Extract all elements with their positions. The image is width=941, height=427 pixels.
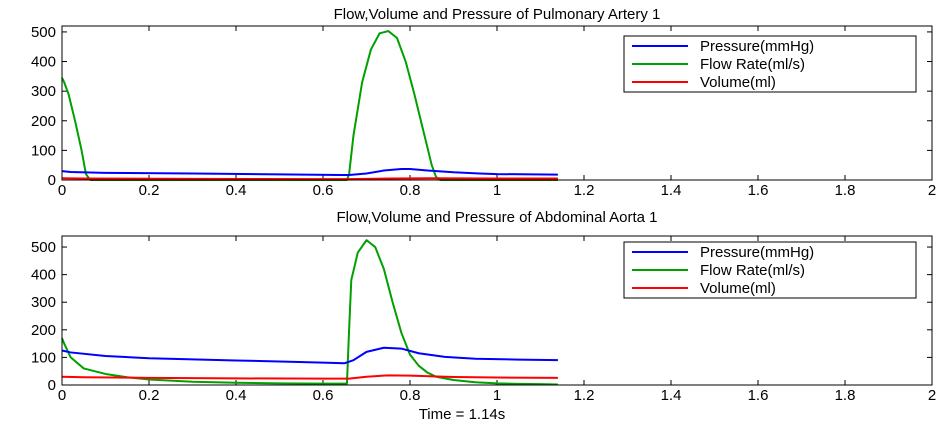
- legend-label-flow-rate: Flow Rate(ml/s): [700, 262, 805, 279]
- x-tick-label: 0.4: [226, 182, 247, 199]
- x-tick-label: 1.4: [661, 182, 682, 199]
- series-line-volume: [61, 374, 558, 380]
- x-tick-label: 1.4: [661, 387, 682, 404]
- x-tick-label: 0.6: [313, 182, 334, 199]
- x-tick-label: 0.6: [313, 387, 334, 404]
- chart-abdominal-aorta: Flow,Volume and Pressure of Abdominal Ao…: [31, 209, 936, 423]
- x-tick-label: 1.8: [835, 387, 856, 404]
- legend-label-pressure: Pressure(mmHg): [700, 38, 814, 55]
- y-tick-label: 500: [31, 24, 56, 41]
- legend: Pressure(mmHg) Flow Rate(ml/s) Volume(ml…: [623, 35, 917, 93]
- series-layer: [61, 30, 558, 181]
- y-tick-label: 300: [31, 83, 56, 100]
- legend: Pressure(mmHg) Flow Rate(ml/s) Volume(ml…: [623, 241, 917, 299]
- y-tick-label: 200: [31, 322, 56, 339]
- series-line-flow-rate: [61, 30, 558, 181]
- series-line-pressure: [61, 168, 558, 176]
- y-tick-label: 400: [31, 267, 56, 284]
- axis-ticks: 0 0.2 0.4 0.6 0.8 1 1.2 1.4 1.6 1.8 2 0 100 200 300 400…: [31, 236, 936, 404]
- x-tick-label: 0: [58, 387, 66, 404]
- series-line-volume: [61, 177, 558, 181]
- axes-box: [61, 25, 933, 181]
- legend-label-volume: Volume(ml): [700, 280, 776, 297]
- series-layer: [61, 239, 558, 386]
- chart-title: Flow,Volume and Pressure of Pulmonary Ar…: [334, 6, 661, 23]
- x-tick-label: 0.2: [139, 182, 160, 199]
- legend-label-flow-rate: Flow Rate(ml/s): [700, 56, 805, 73]
- y-tick-label: 400: [31, 54, 56, 71]
- x-tick-label: 1.6: [748, 182, 769, 199]
- x-tick-label: 0.2: [139, 387, 160, 404]
- x-tick-label: 1.6: [748, 387, 769, 404]
- legend-label-volume: Volume(ml): [700, 74, 776, 91]
- x-tick-label: 1: [493, 182, 501, 199]
- axes-box: [61, 235, 933, 386]
- series-line-pressure: [61, 346, 558, 365]
- x-tick-label: 0: [58, 182, 66, 199]
- y-tick-label: 300: [31, 294, 56, 311]
- x-tick-label: 1: [493, 387, 501, 404]
- y-tick-label: 500: [31, 239, 56, 256]
- x-tick-label: 1.2: [574, 387, 595, 404]
- x-tick-label: 2: [928, 387, 936, 404]
- x-tick-label: 0.4: [226, 387, 247, 404]
- x-tick-label: 0.8: [400, 182, 421, 199]
- x-tick-label: 1.8: [835, 182, 856, 199]
- legend-label-pressure: Pressure(mmHg): [700, 244, 814, 261]
- y-tick-label: 200: [31, 113, 56, 130]
- y-tick-label: 0: [48, 172, 56, 189]
- y-tick-label: 100: [31, 142, 56, 159]
- x-tick-label: 0.8: [400, 387, 421, 404]
- chart-pulmonary-artery: Flow,Volume and Pressure of Pulmonary Ar…: [31, 6, 936, 199]
- x-tick-label: 1.2: [574, 182, 595, 199]
- x-tick-label: 2: [928, 182, 936, 199]
- x-axis-label: Time = 1.14s: [419, 406, 506, 423]
- axis-ticks: 0 0.2 0.4 0.6 0.8 1 1.2 1.4 1.6 1.8 2 0 100 200 300 400…: [31, 24, 936, 199]
- y-tick-label: 0: [48, 377, 56, 394]
- y-tick-label: 100: [31, 349, 56, 366]
- chart-title: Flow,Volume and Pressure of Abdominal Ao…: [336, 209, 657, 226]
